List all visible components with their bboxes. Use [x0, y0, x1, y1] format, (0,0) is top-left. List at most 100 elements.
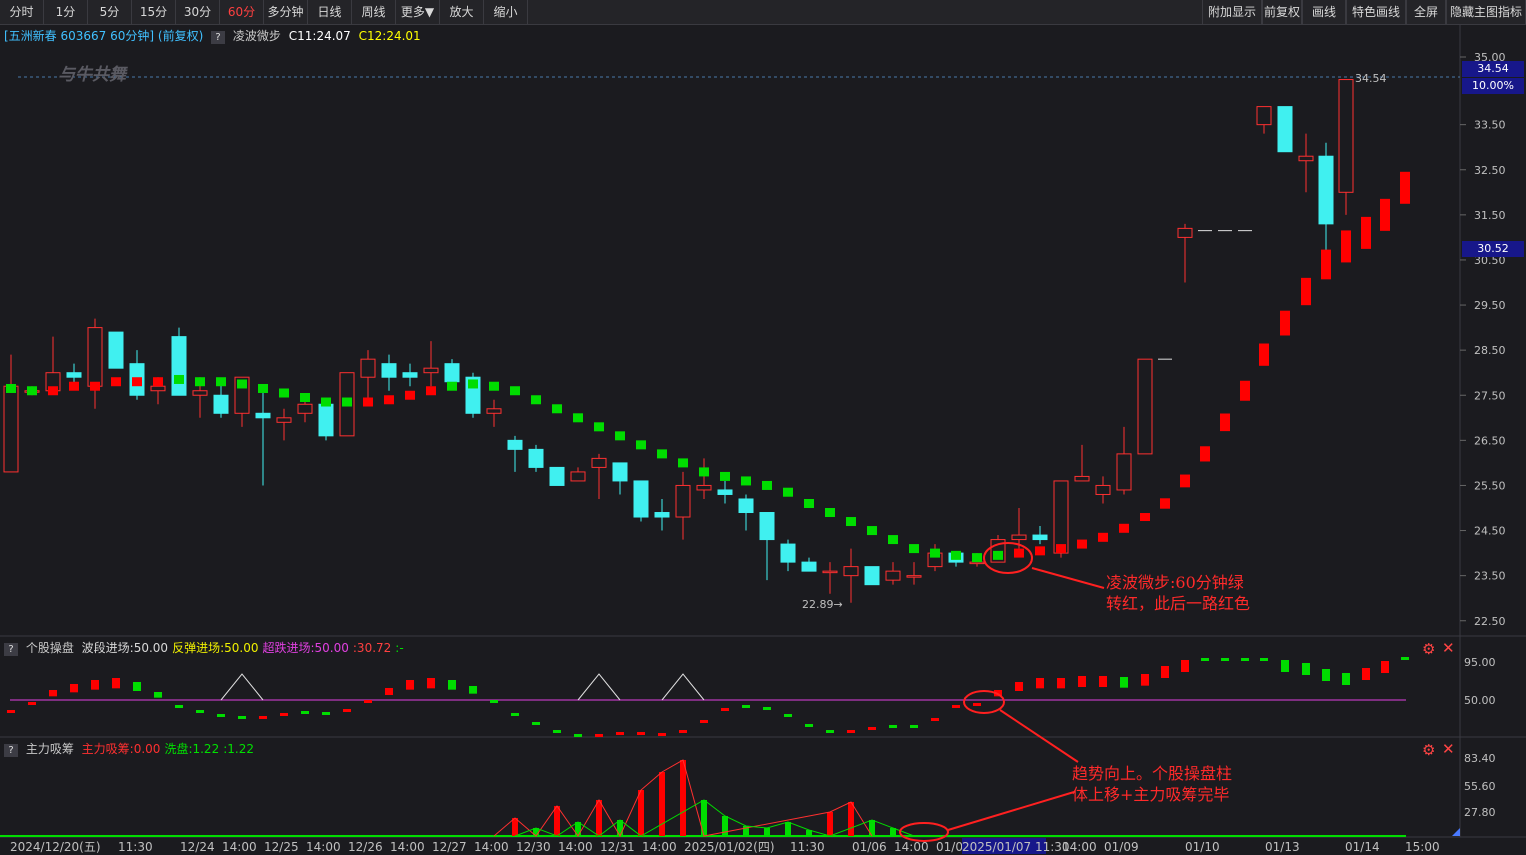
panel2-bar	[1381, 661, 1389, 673]
toolbar-button[interactable]: 多分钟	[264, 0, 308, 24]
toolbar-button[interactable]: 前复权	[1262, 0, 1302, 24]
toolbar-button[interactable]: 放大	[440, 0, 484, 24]
candle-body	[1137, 358, 1153, 455]
washout-bar	[722, 816, 728, 836]
panel2-bar	[1015, 682, 1023, 691]
toolbar-button[interactable]: 5分	[88, 0, 132, 24]
panel2-bar	[322, 712, 330, 715]
accumulate-bar	[638, 790, 644, 836]
panel3-label: 27.80	[1464, 806, 1496, 819]
candle-body	[549, 466, 565, 486]
time-label: 14:00	[306, 840, 341, 854]
candle-body	[3, 385, 19, 473]
toolbar-button[interactable]: 日线	[308, 0, 352, 24]
panel2-bar	[1201, 658, 1209, 661]
panel3-label: 55.60	[1464, 780, 1496, 793]
panel2-bar	[217, 714, 225, 717]
lingbo-block	[216, 377, 226, 387]
washout-bar	[617, 820, 623, 836]
lingbo-block	[426, 386, 436, 396]
candle-body	[1074, 475, 1090, 482]
panel2-bar	[133, 682, 141, 691]
toolbar-button[interactable]: 60分	[220, 0, 264, 24]
lingbo-block	[27, 386, 37, 396]
lingbo-block	[720, 471, 730, 481]
toolbar-button[interactable]: 画线	[1302, 0, 1346, 24]
pct-tag: 10.00%	[1462, 78, 1524, 94]
gear-icon[interactable]: ⚙	[1422, 741, 1436, 759]
washout-line	[514, 799, 915, 837]
candle-body	[213, 394, 229, 414]
close-icon[interactable]: ✕	[1442, 740, 1455, 758]
panel2-bar	[1141, 674, 1149, 686]
indicator-value: :-	[395, 641, 404, 655]
gear-icon[interactable]: ⚙	[1422, 640, 1436, 658]
lingbo-block	[1220, 413, 1230, 432]
lingbo-block	[258, 383, 268, 393]
toolbar-button[interactable]: 附加显示	[1202, 0, 1262, 24]
help-icon[interactable]: ?	[4, 643, 18, 656]
close-icon[interactable]: ✕	[1442, 639, 1455, 657]
lingbo-block	[405, 390, 415, 400]
accumulate-bar	[596, 800, 602, 836]
panel2-bar	[574, 734, 582, 737]
price-label: 23.50	[1474, 570, 1506, 583]
candle-body	[444, 363, 460, 383]
lingbo-block	[993, 550, 1003, 560]
lingbo-block	[1098, 532, 1108, 542]
lingbo-block	[153, 377, 163, 387]
toolbar-button[interactable]: 周线	[352, 0, 396, 24]
lingbo-block	[6, 383, 16, 393]
price-label: 24.50	[1474, 525, 1506, 538]
panel2-bar	[28, 702, 36, 705]
toolbar-button[interactable]: 1分	[44, 0, 88, 24]
lingbo-block	[573, 413, 583, 423]
indicator-name: 凌波微步	[232, 29, 281, 43]
toolbar-button[interactable]: 更多▼	[396, 0, 440, 24]
lingbo-block	[930, 548, 940, 558]
washout-bar	[785, 822, 791, 836]
panel2-bar	[427, 678, 435, 689]
panel2-bar	[343, 709, 351, 712]
washout-bar	[743, 826, 749, 836]
candle-body	[1116, 453, 1132, 491]
panel2-bar	[1281, 660, 1289, 672]
main-panel-title: [五洲新春 603667 60分钟] (前复权) ? 凌波微步 C11:24.0…	[4, 27, 425, 44]
candle-body	[297, 403, 313, 414]
candle-body	[717, 489, 733, 495]
toolbar-button[interactable]: 全屏	[1406, 0, 1446, 24]
candle-body	[633, 480, 649, 518]
panel2-bar	[658, 733, 666, 736]
panel2-title: ? 个股操盘 波段进场:50.00 反弹进场:50.00 超跌进场:50.00:30…	[4, 639, 408, 656]
lingbo-block	[888, 535, 898, 545]
panel2-bar	[1241, 658, 1249, 661]
lingbo-block	[1056, 544, 1066, 554]
help-icon[interactable]: ?	[211, 31, 226, 44]
lingbo-block	[363, 397, 373, 407]
toolbar-button[interactable]: 分时	[0, 0, 44, 24]
lingbo-block	[69, 381, 79, 391]
lingbo-block	[1400, 171, 1410, 204]
lingbo-block	[132, 377, 142, 387]
panel2-label: 95.00	[1464, 656, 1496, 669]
lingbo-block	[678, 458, 688, 468]
lingbo-block	[1077, 539, 1087, 549]
candle-body	[654, 512, 670, 518]
toolbar-button[interactable]: 隐藏主图指标	[1446, 0, 1526, 24]
lingbo-block	[237, 379, 247, 389]
annotation-lower: 趋势向上。个股操盘柱 体上移+主力吸筹完毕	[1072, 763, 1232, 805]
high-marker: 34.54	[1355, 72, 1387, 85]
lingbo-indicator	[6, 171, 1410, 563]
candle-body	[843, 566, 859, 577]
toolbar-button[interactable]: 15分	[132, 0, 176, 24]
toolbar-button[interactable]: 30分	[176, 0, 220, 24]
candle-body	[675, 484, 691, 518]
help-icon[interactable]: ?	[4, 744, 18, 757]
lingbo-block	[321, 397, 331, 407]
lingbo-block	[1035, 546, 1045, 556]
lingbo-block	[762, 480, 772, 490]
lingbo-block	[90, 381, 100, 391]
toolbar-button[interactable]: 特色画线	[1346, 0, 1406, 24]
toolbar-button[interactable]: 缩小	[484, 0, 528, 24]
panel2-bar	[1322, 669, 1330, 681]
